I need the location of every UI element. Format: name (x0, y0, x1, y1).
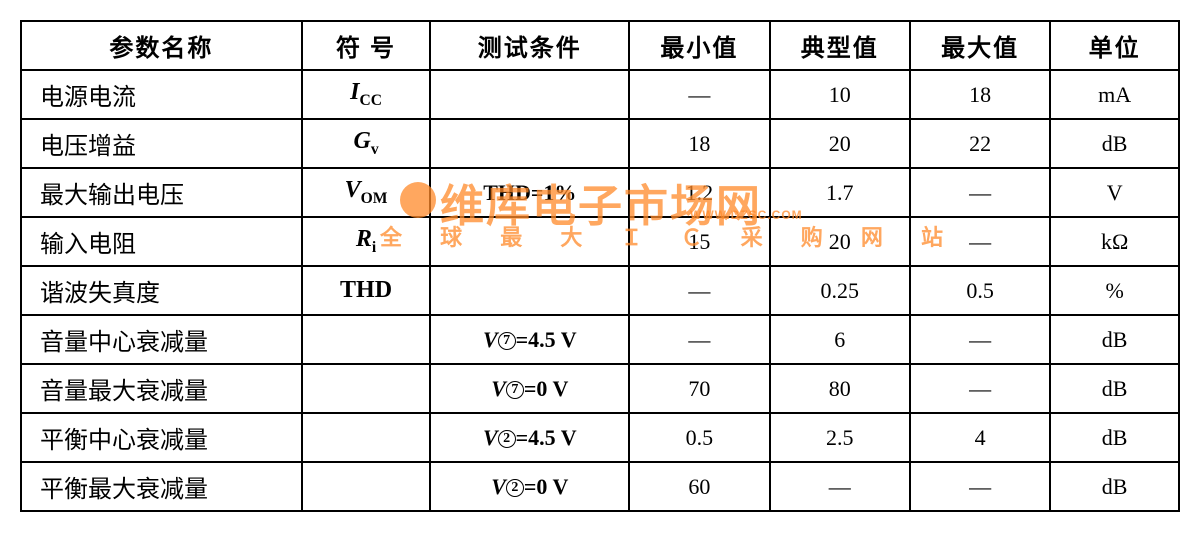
cell-param: 最大输出电压 (21, 168, 302, 217)
table-row: 音量最大衰减量 V7=0 V7080—dB (21, 364, 1179, 413)
symbol-main: G (353, 128, 370, 154)
col-symbol: 符 号 (302, 21, 431, 70)
table-row: 平衡最大衰减量V2=0 V60——dB (21, 462, 1179, 511)
cell-typ: 6 (770, 315, 910, 364)
cell-unit: dB (1050, 413, 1179, 462)
table-row: 最大输出电压VOMTHD=1%1.21.7—V (21, 168, 1179, 217)
cell-typ: 20 (770, 217, 910, 266)
col-cond: 测试条件 (430, 21, 629, 70)
cell-typ: 0.25 (770, 266, 910, 315)
cell-param: 音量最大衰减量 (21, 364, 302, 413)
symbol-sub: v (371, 141, 379, 158)
cell-max: 22 (910, 119, 1050, 168)
table-row: 电压增益Gv182022dB (21, 119, 1179, 168)
cell-unit: kΩ (1050, 217, 1179, 266)
cell-symbol (302, 413, 431, 462)
col-min: 最小值 (629, 21, 769, 70)
cell-symbol (302, 364, 431, 413)
cell-typ: 20 (770, 119, 910, 168)
cell-symbol: THD (302, 266, 431, 315)
cell-min: 0.5 (629, 413, 769, 462)
cell-min: 18 (629, 119, 769, 168)
table-body: 电源电流ICC—1018mA电压增益Gv182022dB最大输出电压VOMTHD… (21, 70, 1179, 511)
cell-param: 输入电阻 (21, 217, 302, 266)
table-header-row: 参数名称 符 号 测试条件 最小值 典型值 最大值 单位 (21, 21, 1179, 70)
cell-min: 60 (629, 462, 769, 511)
cell-min: 70 (629, 364, 769, 413)
watermark-icon (400, 182, 436, 218)
cell-symbol (302, 315, 431, 364)
cell-unit: mA (1050, 70, 1179, 119)
cell-condition (430, 70, 629, 119)
cell-max: 0.5 (910, 266, 1050, 315)
cell-condition: V7=0 V (430, 364, 629, 413)
cell-typ: 2.5 (770, 413, 910, 462)
cell-typ: 10 (770, 70, 910, 119)
cell-max: — (910, 462, 1050, 511)
table-row: 谐波失真度THD —0.250.5% (21, 266, 1179, 315)
cell-condition (430, 119, 629, 168)
cell-symbol: Gv (302, 119, 431, 168)
cell-unit: V (1050, 168, 1179, 217)
cell-unit: dB (1050, 119, 1179, 168)
circled-num-icon: 7 (498, 332, 516, 350)
cell-min: — (629, 315, 769, 364)
symbol-sub: OM (361, 190, 388, 207)
cell-param: 谐波失真度 (21, 266, 302, 315)
table-row: 输入电阻Ri1520—kΩ (21, 217, 1179, 266)
cell-min: — (629, 70, 769, 119)
cell-unit: dB (1050, 315, 1179, 364)
col-typ: 典型值 (770, 21, 910, 70)
cell-max: 4 (910, 413, 1050, 462)
cell-param: 音量中心衰减量 (21, 315, 302, 364)
symbol-sub: i (372, 239, 376, 256)
cell-param: 电源电流 (21, 70, 302, 119)
cell-condition (430, 217, 629, 266)
cell-min: 1.2 (629, 168, 769, 217)
spec-table-container: 参数名称 符 号 测试条件 最小值 典型值 最大值 单位 电源电流ICC—101… (20, 20, 1180, 512)
cell-max: 18 (910, 70, 1050, 119)
col-max: 最大值 (910, 21, 1050, 70)
circled-num-icon: 2 (498, 430, 516, 448)
cell-unit: dB (1050, 364, 1179, 413)
cell-condition (430, 266, 629, 315)
circled-num-icon: 7 (506, 381, 524, 399)
cell-max: — (910, 217, 1050, 266)
cell-symbol: ICC (302, 70, 431, 119)
table-row: 平衡中心衰减量 V2=4.5 V0.52.54dB (21, 413, 1179, 462)
cell-max: — (910, 364, 1050, 413)
cell-min: — (629, 266, 769, 315)
cell-max: — (910, 168, 1050, 217)
spec-table: 参数名称 符 号 测试条件 最小值 典型值 最大值 单位 电源电流ICC—101… (20, 20, 1180, 512)
table-row: 音量中心衰减量V7=4.5 V—6—dB (21, 315, 1179, 364)
symbol-main: R (356, 226, 372, 252)
table-row: 电源电流ICC —1018mA (21, 70, 1179, 119)
cell-condition: THD=1% (430, 168, 629, 217)
cell-typ: 80 (770, 364, 910, 413)
cell-typ: — (770, 462, 910, 511)
cell-condition: V7=4.5 V (430, 315, 629, 364)
cell-param: 电压增益 (21, 119, 302, 168)
cell-unit: dB (1050, 462, 1179, 511)
cell-min: 15 (629, 217, 769, 266)
cell-condition: V2=0 V (430, 462, 629, 511)
cell-symbol (302, 462, 431, 511)
symbol-main: V (345, 177, 361, 203)
circled-num-icon: 2 (506, 479, 524, 497)
cell-unit: % (1050, 266, 1179, 315)
symbol-sub: CC (359, 92, 382, 109)
col-param: 参数名称 (21, 21, 302, 70)
cell-typ: 1.7 (770, 168, 910, 217)
cell-param: 平衡最大衰减量 (21, 462, 302, 511)
cell-condition: V2=4.5 V (430, 413, 629, 462)
cell-max: — (910, 315, 1050, 364)
cell-symbol: Ri (302, 217, 431, 266)
cell-param: 平衡中心衰减量 (21, 413, 302, 462)
col-unit: 单位 (1050, 21, 1179, 70)
